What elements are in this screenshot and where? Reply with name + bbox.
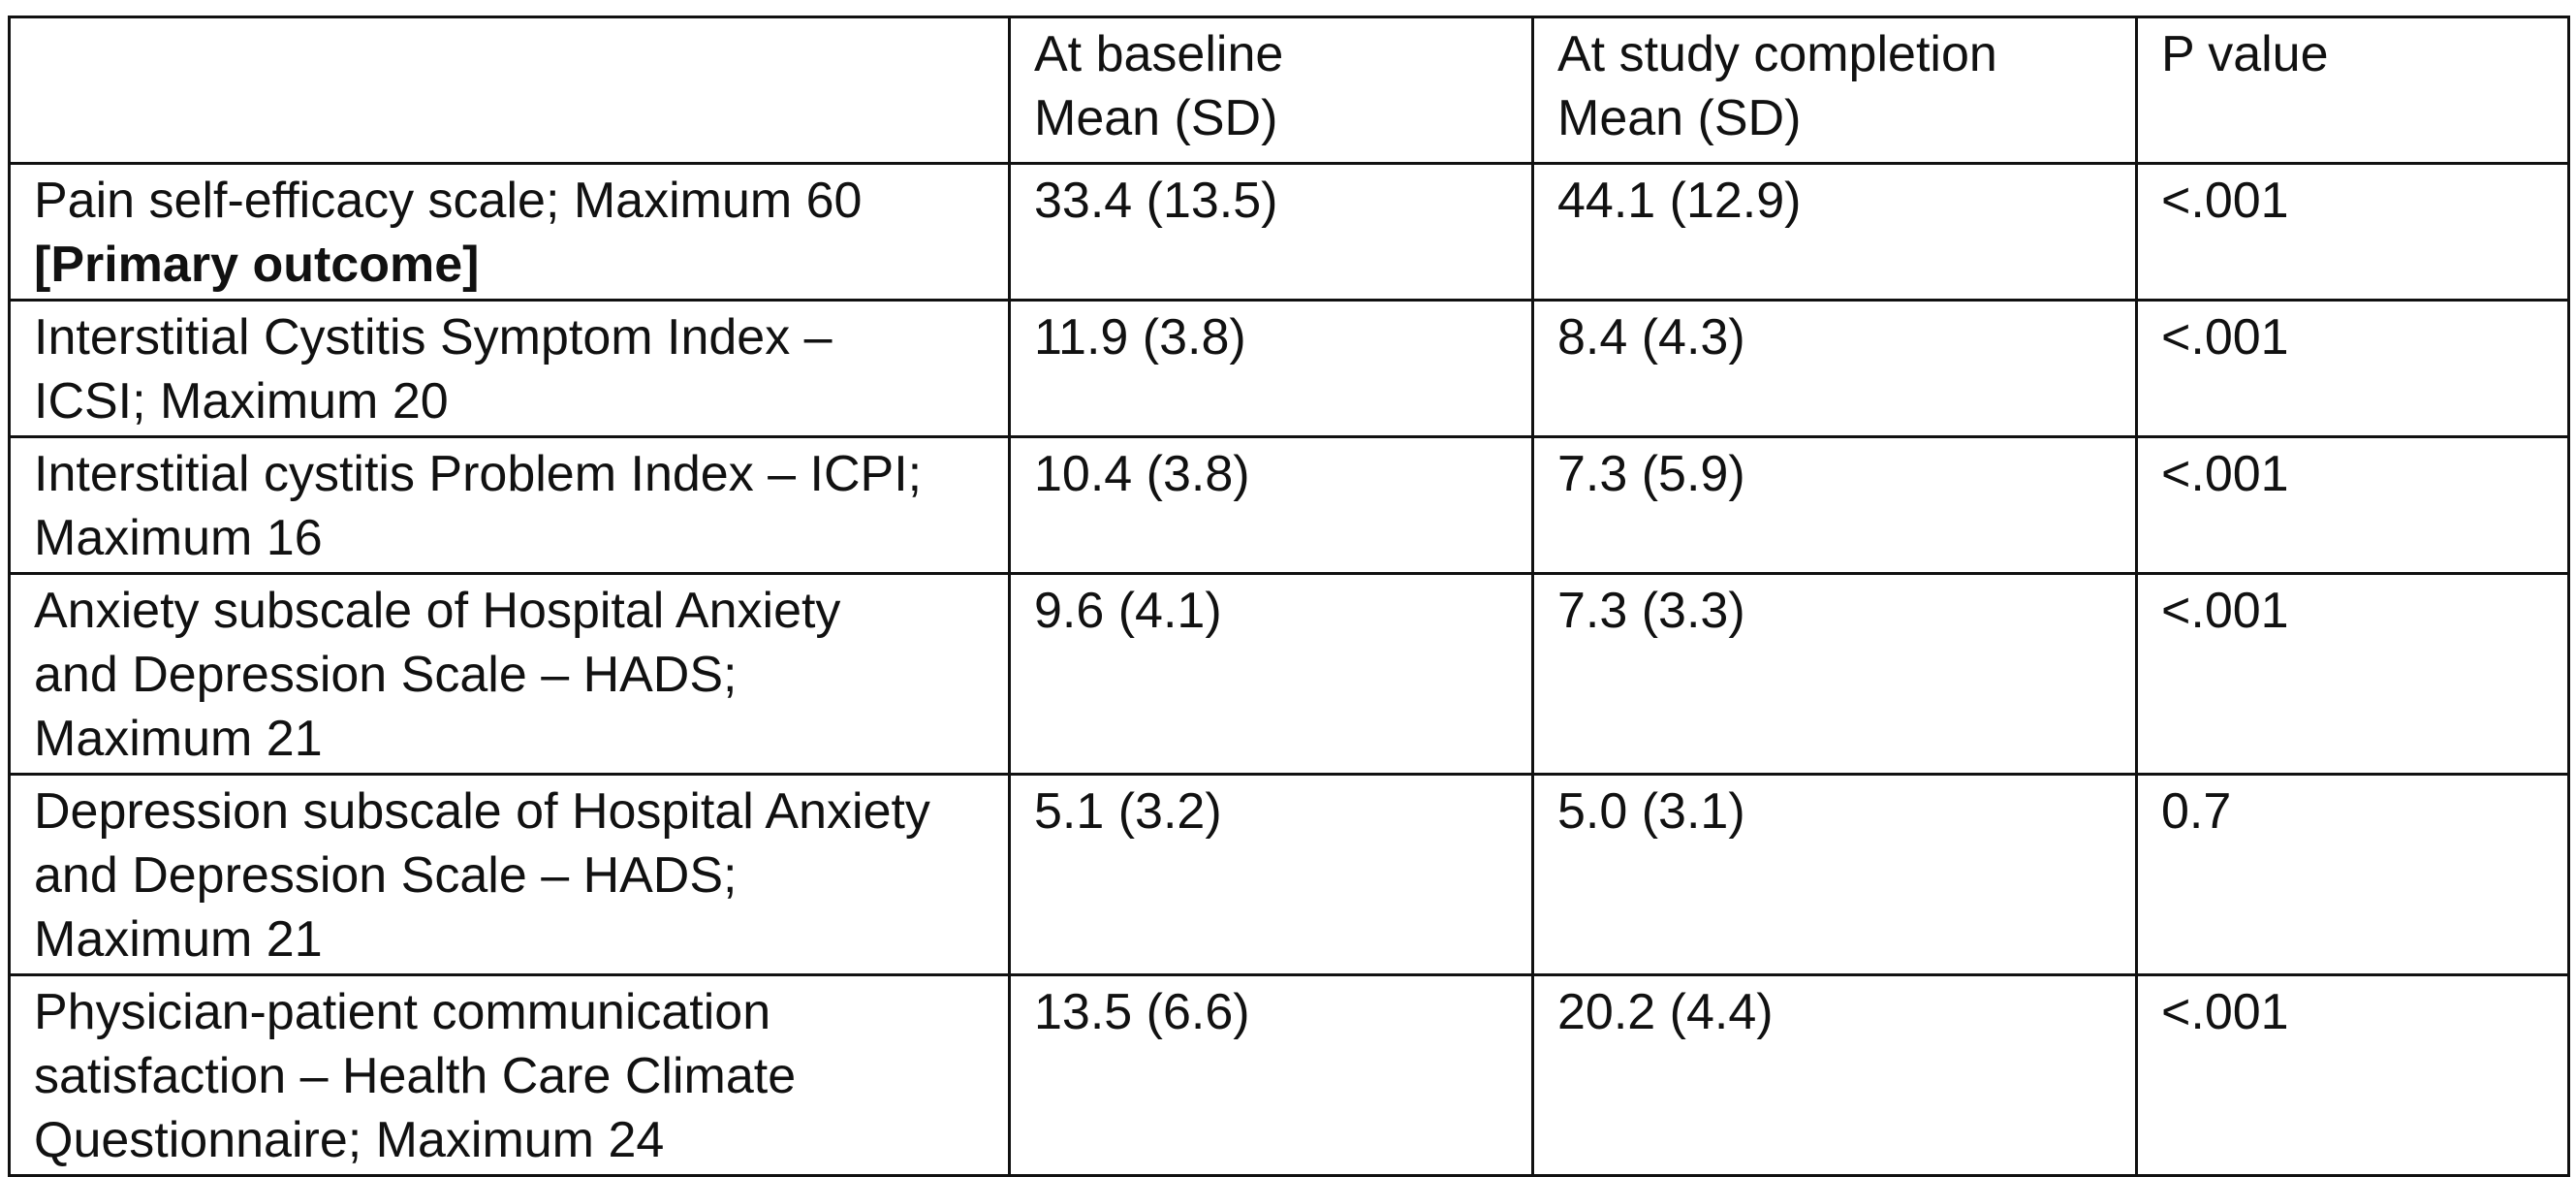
table-row: Depression subscale of Hospital Anxiety …	[8, 773, 2570, 976]
p-value-cell: <.001	[2135, 973, 2570, 1177]
primary-outcome-tag: [Primary outcome]	[34, 237, 480, 293]
baseline-cell: 11.9 (3.8)	[1008, 299, 1534, 438]
outcome-label: Pain self-efficacy scale; Maximum 60	[34, 173, 863, 229]
p-value-cell: <.001	[2135, 572, 2570, 776]
p-value-cell: <.001	[2135, 299, 2570, 438]
outcome-cell: Interstitial Cystitis Symptom Index – IC…	[8, 299, 1011, 438]
outcome-cell: Interstitial cystitis Problem Index – IC…	[8, 435, 1011, 575]
completion-cell: 8.4 (4.3)	[1531, 299, 2138, 438]
table-row: Interstitial cystitis Problem Index – IC…	[8, 435, 2570, 575]
outcome-cell: Depression subscale of Hospital Anxiety …	[8, 773, 1011, 976]
baseline-cell: 33.4 (13.5)	[1008, 162, 1534, 302]
table-row: Anxiety subscale of Hospital Anxiety and…	[8, 572, 2570, 776]
header-row: At baseline Mean (SD) At study completio…	[8, 16, 2570, 165]
table-row: Pain self-efficacy scale; Maximum 60 [Pri…	[8, 162, 2570, 302]
header-outcome	[8, 16, 1011, 165]
outcome-cell: Anxiety subscale of Hospital Anxiety and…	[8, 572, 1011, 776]
p-value-cell: <.001	[2135, 435, 2570, 575]
baseline-cell: 13.5 (6.6)	[1008, 973, 1534, 1177]
completion-cell: 5.0 (3.1)	[1531, 773, 2138, 976]
outcome-cell: Pain self-efficacy scale; Maximum 60 [Pri…	[8, 162, 1011, 302]
header-p-value: P value	[2135, 16, 2570, 165]
header-completion: At study completion Mean (SD)	[1531, 16, 2138, 165]
baseline-cell: 9.6 (4.1)	[1008, 572, 1534, 776]
outcomes-table: At baseline Mean (SD) At study completio…	[8, 16, 2570, 1177]
table-row: Interstitial Cystitis Symptom Index – IC…	[8, 299, 2570, 438]
p-value-cell: 0.7	[2135, 773, 2570, 976]
outcome-cell: Physician-patient communication satisfac…	[8, 973, 1011, 1177]
baseline-cell: 5.1 (3.2)	[1008, 773, 1534, 976]
p-value-cell: <.001	[2135, 162, 2570, 302]
header-baseline: At baseline Mean (SD)	[1008, 16, 1534, 165]
baseline-cell: 10.4 (3.8)	[1008, 435, 1534, 575]
outcomes-table-container: At baseline Mean (SD) At study completio…	[8, 16, 2570, 1177]
completion-cell: 20.2 (4.4)	[1531, 973, 2138, 1177]
completion-cell: 7.3 (3.3)	[1531, 572, 2138, 776]
completion-cell: 7.3 (5.9)	[1531, 435, 2138, 575]
table-row: Physician-patient communication satisfac…	[8, 973, 2570, 1177]
completion-cell: 44.1 (12.9)	[1531, 162, 2138, 302]
